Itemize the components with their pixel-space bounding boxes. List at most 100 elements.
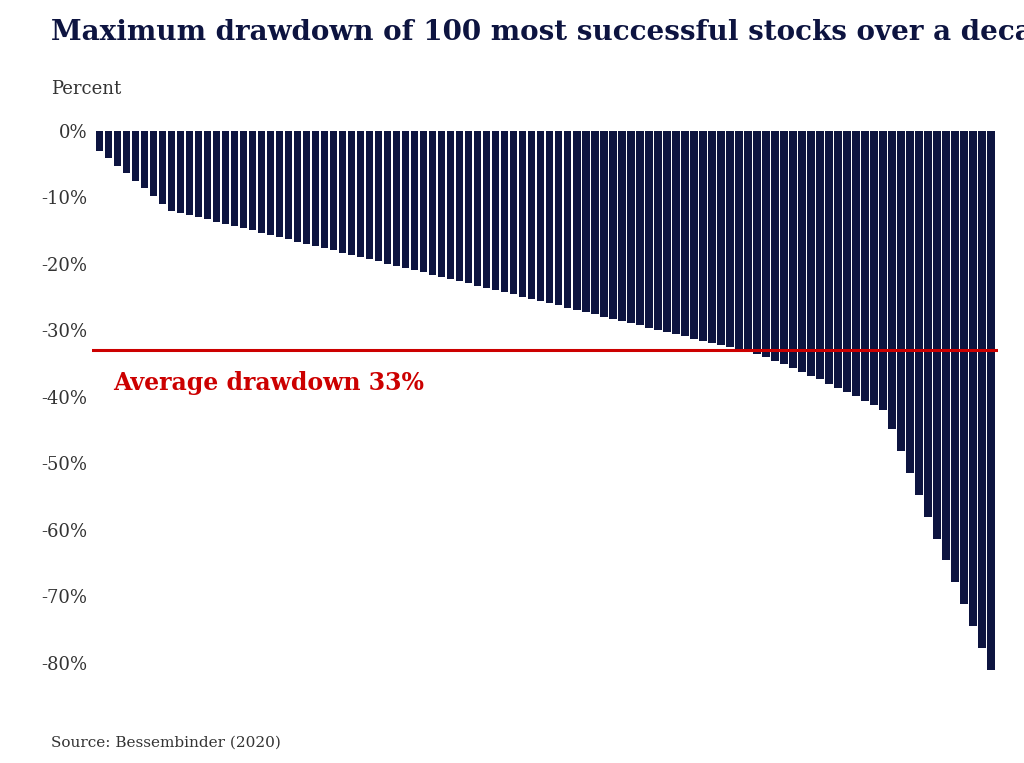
Bar [375,130,382,262]
Bar [681,130,688,336]
Bar [591,130,598,314]
Bar [185,130,194,215]
Bar [979,130,986,648]
Bar [925,130,932,517]
Bar [339,130,346,253]
Bar [835,130,842,388]
Bar [799,130,806,372]
Bar [213,130,220,222]
Bar [699,130,707,341]
Bar [493,130,500,290]
Bar [897,130,905,451]
Text: Average drawdown 33%: Average drawdown 33% [113,371,424,395]
Bar [177,130,184,213]
Bar [402,130,410,268]
Bar [438,130,445,277]
Bar [501,130,509,292]
Bar [420,130,427,272]
Bar [447,130,455,279]
Bar [906,130,913,473]
Bar [528,130,536,299]
Bar [816,130,823,379]
Bar [104,130,112,158]
Bar [870,130,878,405]
Bar [267,130,274,235]
Bar [844,130,851,392]
Bar [582,130,590,312]
Bar [825,130,833,384]
Bar [618,130,626,321]
Bar [230,130,239,226]
Bar [762,130,770,357]
Bar [483,130,490,288]
Bar [672,130,680,334]
Bar [915,130,923,495]
Bar [600,130,607,317]
Bar [852,130,860,396]
Bar [537,130,545,301]
Bar [961,130,968,604]
Bar [970,130,977,626]
Bar [790,130,797,368]
Bar [889,130,896,430]
Bar [880,130,887,410]
Bar [393,130,400,266]
Bar [726,130,733,347]
Bar [627,130,635,323]
Bar [294,130,301,242]
Bar [942,130,950,560]
Bar [636,130,643,325]
Bar [754,130,761,354]
Bar [861,130,868,401]
Bar [222,130,229,224]
Bar [159,130,166,204]
Bar [95,130,103,150]
Bar [348,130,355,255]
Bar [168,130,175,211]
Bar [744,130,752,352]
Text: Maximum drawdown of 100 most successful stocks over a decade: Maximum drawdown of 100 most successful … [51,19,1024,46]
Bar [330,130,337,250]
Bar [807,130,815,375]
Bar [664,130,671,332]
Bar [564,130,571,307]
Bar [519,130,526,297]
Bar [771,130,778,361]
Bar [303,130,310,243]
Bar [132,130,139,181]
Bar [204,130,211,220]
Bar [240,130,247,228]
Bar [934,130,941,539]
Bar [285,130,292,240]
Bar [275,130,284,237]
Bar [195,130,202,217]
Bar [321,130,329,248]
Bar [951,130,958,582]
Bar [573,130,581,310]
Bar [555,130,562,305]
Bar [114,130,121,166]
Bar [140,130,148,188]
Bar [258,130,265,233]
Bar [123,130,130,173]
Bar [249,130,256,230]
Bar [465,130,472,283]
Bar [384,130,391,263]
Bar [780,130,787,364]
Bar [717,130,725,345]
Bar [429,130,436,275]
Text: Percent: Percent [51,80,122,98]
Bar [456,130,464,282]
Bar [709,130,716,343]
Bar [312,130,319,246]
Bar [510,130,517,295]
Bar [645,130,652,327]
Bar [357,130,365,257]
Bar [366,130,374,259]
Bar [150,130,157,196]
Bar [546,130,554,303]
Bar [735,130,742,349]
Bar [411,130,419,270]
Bar [690,130,697,339]
Bar [654,130,662,330]
